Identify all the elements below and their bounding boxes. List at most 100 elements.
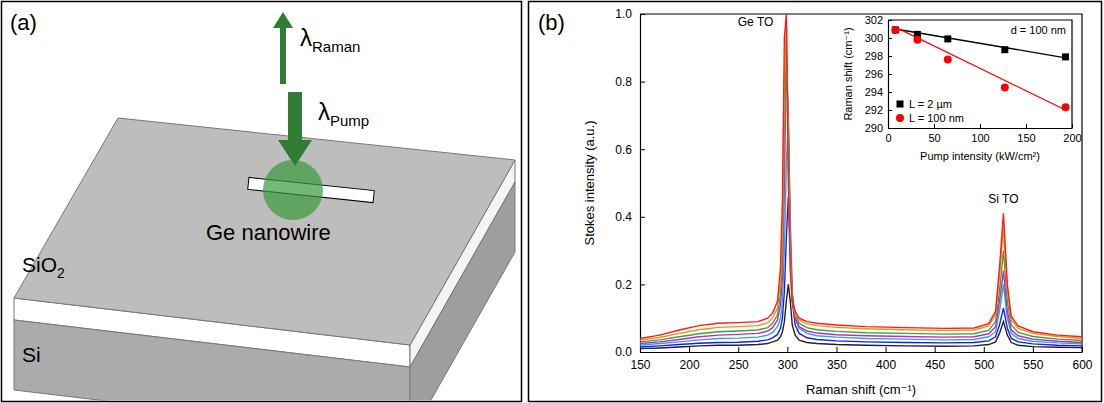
x-tick-label: 600	[1072, 358, 1092, 372]
y-axis-line	[640, 15, 641, 353]
y-tick: 0.6	[615, 143, 645, 157]
data-point	[944, 35, 951, 42]
y-tick-mark	[640, 82, 645, 83]
inset-y-tick: 290	[865, 122, 892, 134]
x-tick: 350	[827, 347, 847, 372]
x-tick-label: 400	[876, 358, 896, 372]
inset-y-tick-label: 296	[865, 68, 883, 80]
inset-y-tick: 302	[865, 14, 892, 26]
y-tick-label: 0.4	[615, 210, 632, 224]
panel-label: (a)	[10, 10, 37, 35]
inset-x-tick: 150	[1017, 124, 1035, 144]
y-tick: 0.4	[615, 210, 645, 224]
inset-y-tick-label: 300	[865, 32, 883, 44]
x-tick: 550	[1023, 347, 1043, 372]
panel-label: (b)	[538, 10, 565, 35]
plot-frame	[640, 14, 1082, 352]
x-tick-mark	[836, 347, 837, 352]
x-tick-label: 500	[974, 358, 994, 372]
x-tick-label: 200	[680, 358, 700, 372]
pump-arrow	[278, 92, 312, 166]
inset-y-tick-mark	[888, 56, 892, 57]
inset-y-tick: 296	[865, 68, 892, 80]
inset-x-tick-label: 150	[1017, 132, 1035, 144]
data-point	[1001, 84, 1009, 92]
beam-label-sub: Pump	[330, 112, 369, 129]
inset-x-tick-label: 0	[885, 132, 891, 144]
panel-frame	[529, 2, 1102, 402]
inset-x-axis: 0 50 100 150 200	[885, 124, 1081, 144]
inset-y-tick-mark	[888, 74, 892, 75]
peak-label: Ge TO	[738, 15, 774, 29]
data-point	[944, 56, 952, 64]
x-tick: 500	[974, 347, 994, 372]
x-tick-label: 300	[778, 358, 798, 372]
data-point	[891, 26, 899, 34]
layer-label: Si	[22, 343, 41, 366]
x-tick-label: 150	[630, 358, 650, 372]
inset-y-tick-label: 290	[865, 122, 883, 134]
inset-y-tick-mark	[888, 128, 892, 129]
inset-y-tick: 298	[865, 50, 892, 62]
x-tick: 450	[925, 347, 945, 372]
x-tick-label: 250	[729, 358, 749, 372]
inset-x-tick-mark	[1026, 124, 1027, 128]
y-tick-label: 0.2	[615, 278, 632, 292]
inset-x-tick: 50	[928, 124, 940, 144]
inset-y-tick-mark	[888, 92, 892, 93]
raman-arrow	[273, 12, 293, 84]
inset-y-tick-label: 298	[865, 50, 883, 62]
inset-annotation: d = 100 nm	[1011, 24, 1066, 36]
x-tick: 250	[729, 347, 749, 372]
legend: L = 2 µm L = 100 nm	[896, 98, 964, 124]
legend-label: L = 2 µm	[909, 98, 952, 110]
beam-label-sub: Raman	[312, 38, 360, 55]
x-tick-mark	[935, 347, 936, 352]
x-tick-label: 450	[925, 358, 945, 372]
legend-marker	[897, 101, 904, 108]
beam-label-main: λ	[318, 98, 330, 125]
beam-label: λRaman	[300, 24, 360, 55]
figure: λRamanλPumpGe nanowireSiO2Si(a)150200250…	[0, 0, 1104, 403]
inset-x-title: Pump intensity (kW/cm²)	[920, 150, 1040, 162]
nanowire-label: Ge nanowire	[206, 220, 331, 245]
data-point	[913, 36, 921, 44]
y-axis-title: Stokes intensity (a.u.)	[582, 121, 597, 246]
diagram: λRamanλPumpGe nanowireSiO2Si	[14, 12, 515, 401]
beam-label-main: λ	[300, 24, 312, 51]
y-tick: 0.8	[615, 75, 645, 89]
beam-label: λPump	[318, 98, 369, 129]
inset-x-tick: 100	[971, 124, 989, 144]
layer-label-main: Si	[22, 343, 41, 366]
inset-x-tick-mark	[934, 124, 935, 128]
y-tick-mark	[640, 217, 645, 218]
laser-spot	[263, 160, 323, 220]
inset-x-axis-line	[889, 128, 1073, 129]
inset-y-tick-mark	[888, 110, 892, 111]
inset-x-tick-label: 200	[1063, 132, 1081, 144]
layer-label-main: SiO	[22, 253, 57, 276]
fit-line	[895, 27, 1065, 110]
inset-y-tick: 292	[865, 104, 892, 116]
inset-y-tick-label: 292	[865, 104, 883, 116]
x-tick: 400	[876, 347, 896, 372]
y-tick-label: 0.6	[615, 143, 632, 157]
oxide-top	[14, 118, 515, 345]
x-tick: 600	[1072, 347, 1092, 372]
spectra	[640, 14, 1082, 349]
legend-marker	[896, 114, 904, 122]
legend-label: L = 100 nm	[909, 112, 964, 124]
x-tick-mark	[689, 347, 690, 352]
y-axis: 0.00.20.40.60.81.0	[615, 7, 645, 359]
inset-marks	[891, 26, 1069, 111]
layer-label: SiO2	[22, 253, 65, 281]
inset-y-tick-mark	[888, 38, 892, 39]
y-tick-label: 0.0	[615, 345, 632, 359]
x-tick-label: 550	[1023, 358, 1043, 372]
y-tick-label: 0.8	[615, 75, 632, 89]
data-point	[1062, 53, 1069, 60]
peak-label: Si TO	[988, 192, 1018, 206]
inset-x-tick-mark	[980, 124, 981, 128]
spectrum-line	[640, 14, 1082, 338]
inset-y-title: Raman shift (cm⁻¹)	[842, 27, 854, 120]
